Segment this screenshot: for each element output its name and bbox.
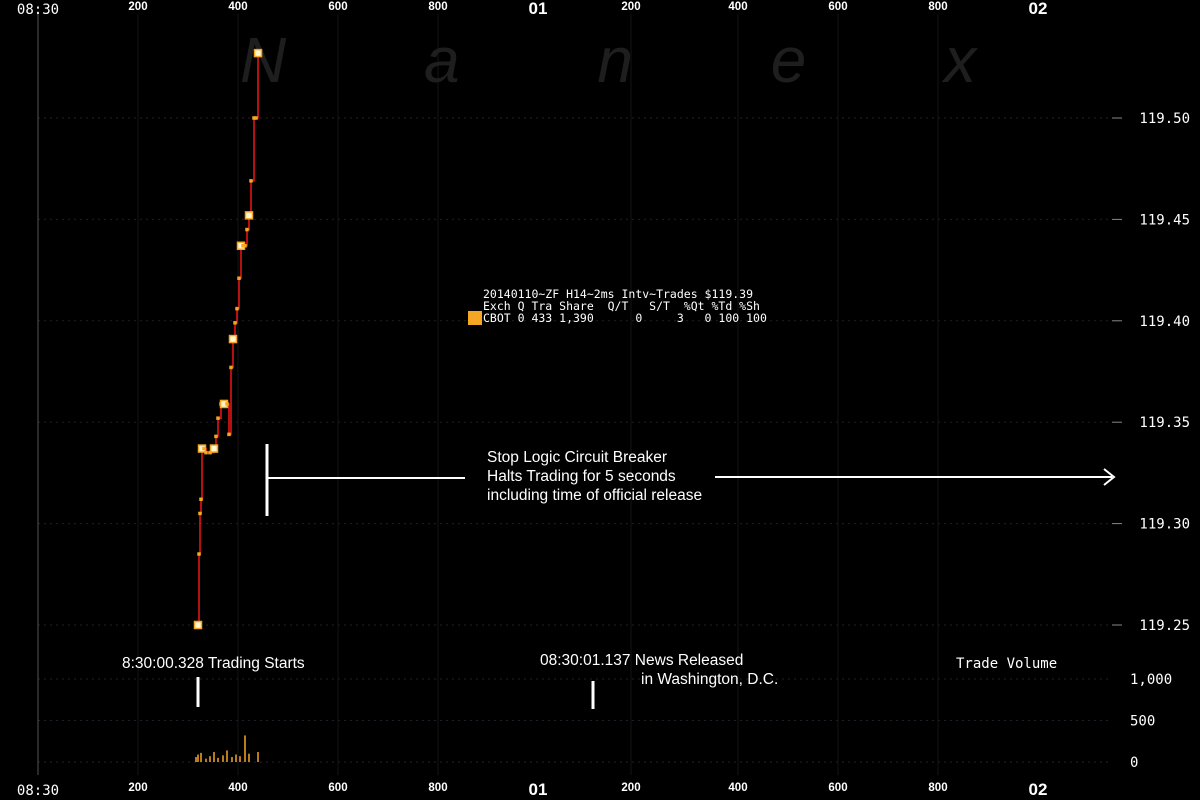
trade-marker [209,444,219,453]
watermark: N a n e x [240,24,1036,96]
x-tick-label: 400 [728,782,747,794]
y-tick-label: 119.45 [1139,212,1190,228]
trade-marker [228,334,238,344]
info-box: 20140110~ZF H14~2ms Intv~Trades $119.39 … [468,287,767,325]
volume-bar [222,755,224,762]
halt-arrow-head [1103,468,1116,486]
x-tick-label: 600 [828,1,847,13]
news-released-label-2: in Washington, D.C. [641,671,778,688]
grid-lines [38,14,1112,775]
volume-bar [217,757,219,762]
volume-bar [239,756,241,762]
volume-bar [231,757,233,762]
volume-bar [244,735,246,762]
x-time-label: 08:30 [17,783,59,799]
trade-marker [204,450,208,455]
volume-bar [195,757,197,762]
volume-bar [248,753,250,762]
trade-marker [202,446,206,451]
info-box-columns: Exch Q Tra Share Q/T S/T %Qt %Td %Sh [483,299,760,313]
y-axis-price: 119.50 119.45 119.40 119.35 119.30 119.25 [1112,111,1190,634]
trade-marker [237,276,241,280]
volume-tick-label: 500 [1130,714,1155,730]
x-time-label: 08:30 [17,2,59,18]
x-tick-label: 200 [621,1,640,13]
x-axis-bottom: 200 400 600 800 200 400 600 800 08:30 01 02 [17,780,1048,799]
y-tick-label: 119.50 [1139,111,1190,127]
trade-marker [199,497,203,502]
trade-marker [225,402,229,406]
x-tick-label: 800 [928,782,947,794]
x-tick-label: 200 [128,1,147,13]
trade-marker [249,179,253,183]
x-time-label: 02 [1029,0,1048,18]
volume-bar [235,754,237,762]
info-box-swatch [468,311,482,325]
info-box-row: CBOT 0 433 1,390 0 3 0 100 100 [483,311,767,325]
circuit-breaker-line-3: including time of official release [487,487,702,504]
volume-bar [226,750,228,762]
y-tick-label: 119.30 [1139,517,1190,533]
trade-markers [193,48,263,630]
y-axis-volume: 1,000 500 0 [1130,672,1172,771]
volume-tick-label: 0 [1130,755,1138,771]
volume-bars [195,735,259,762]
x-tick-label: 800 [428,782,447,794]
x-tick-label: 200 [621,782,640,794]
trade-marker [197,552,201,556]
trade-marker [235,306,239,311]
trade-marker [193,620,203,630]
trade-marker [216,416,220,420]
x-tick-label: 600 [328,1,347,13]
trade-marker [244,211,254,220]
x-axis-top: 200 400 600 800 200 400 600 800 08:30 01 02 [17,0,1048,18]
x-tick-label: 600 [328,782,347,794]
x-time-label: 01 [529,0,548,18]
volume-bar [257,752,259,762]
y-tick-label: 119.35 [1139,415,1190,431]
x-tick-label: 200 [128,782,147,794]
volume-bar [213,752,215,762]
x-tick-label: 400 [228,782,247,794]
trade-marker [253,48,263,58]
x-tick-label: 600 [828,782,847,794]
circuit-breaker-line-2: Halts Trading for 5 seconds [487,468,676,485]
volume-bar [209,756,211,762]
trade-marker [198,511,202,516]
circuit-breaker-annotation: Stop Logic Circuit Breaker Halts Trading… [265,444,1116,516]
x-tick-label: 800 [428,1,447,13]
news-released-label-1: 08:30:01.137 News Released [540,652,743,669]
trade-marker [245,227,249,232]
circuit-breaker-line-1: Stop Logic Circuit Breaker [487,449,667,466]
volume-tick-label: 1,000 [1130,672,1172,688]
y-tick-label: 119.25 [1139,618,1190,634]
x-tick-label: 400 [728,1,747,13]
trade-marker [229,365,233,370]
trade-marker [254,116,258,120]
trade-marker [243,244,247,248]
x-time-label: 02 [1029,780,1048,799]
volume-bar [197,754,199,762]
trading-starts-label: 8:30:00.328 Trading Starts [122,655,305,672]
x-time-label: 01 [529,780,548,799]
trade-marker [214,434,218,439]
info-box-header: 20140110~ZF H14~2ms Intv~Trades $119.39 [483,287,753,301]
y-tick-label: 119.40 [1139,314,1190,330]
volume-bar [200,752,202,762]
trade-volume-label: Trade Volume [956,656,1057,672]
x-tick-label: 800 [928,1,947,13]
x-tick-label: 400 [228,1,247,13]
volume-bar [205,758,207,762]
trade-marker [233,321,237,325]
trade-marker [227,432,231,437]
